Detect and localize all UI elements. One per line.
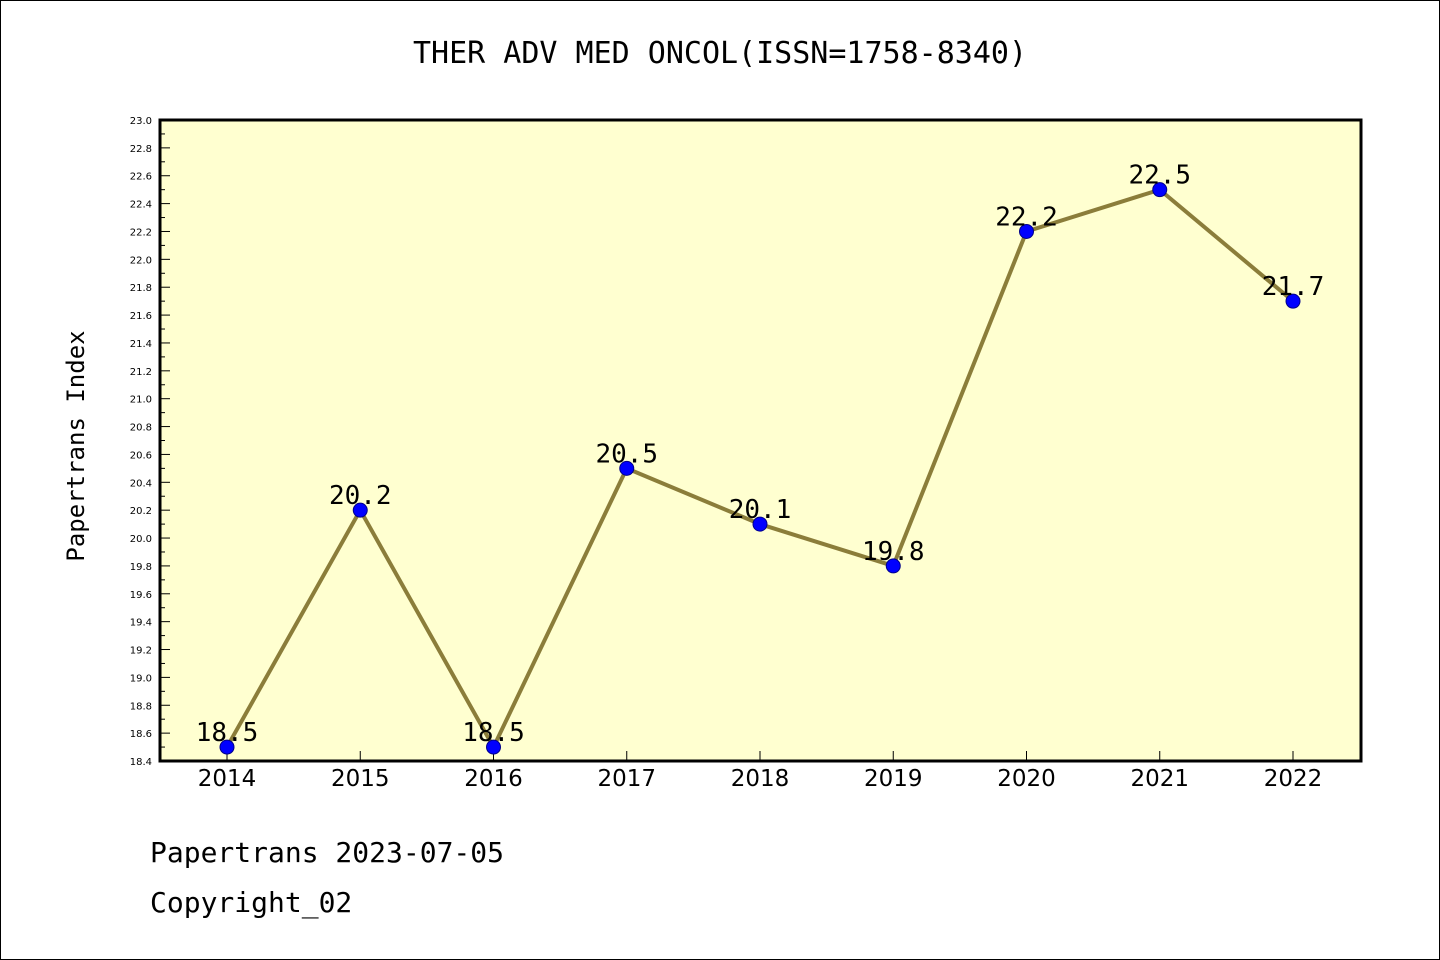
x-tick-label: 2015	[331, 766, 390, 792]
y-tick-label: 20.4	[130, 478, 152, 489]
y-tick-label: 21.0	[130, 395, 152, 406]
y-tick-label: 21.6	[130, 311, 152, 322]
y-tick-label: 18.6	[130, 729, 152, 740]
y-tick-label: 20.0	[130, 534, 152, 545]
data-point	[352, 502, 368, 518]
x-tick-label: 2014	[198, 766, 257, 792]
x-tick-label: 2021	[1130, 766, 1189, 792]
data-label: 20.2	[329, 481, 392, 511]
data-label: 21.7	[1262, 272, 1325, 302]
data-label: 20.5	[595, 439, 658, 469]
y-tick-label: 23.0	[130, 116, 152, 127]
data-point	[1285, 293, 1301, 309]
y-tick-label: 19.4	[130, 618, 152, 629]
y-tick-label: 22.0	[130, 255, 152, 266]
y-tick-label: 22.4	[130, 200, 152, 211]
y-tick-label: 18.4	[130, 757, 152, 768]
x-tick-label: 2018	[731, 766, 790, 792]
y-tick-label: 20.8	[130, 423, 152, 434]
y-tick-label: 22.8	[130, 144, 152, 155]
data-point	[752, 516, 768, 532]
data-label: 18.5	[196, 718, 259, 748]
y-tick-label: 20.6	[130, 450, 152, 461]
data-label: 22.2	[995, 202, 1058, 232]
y-tick-label: 19.2	[130, 646, 152, 657]
y-tick-label: 22.2	[130, 227, 152, 238]
y-tick-label: 21.8	[130, 283, 152, 294]
y-tick-label: 18.8	[130, 701, 152, 712]
x-tick-label: 2020	[997, 766, 1056, 792]
plot-area	[158, 118, 1363, 763]
y-axis-label: Papertrans Index	[62, 330, 90, 561]
data-point	[1152, 182, 1168, 198]
y-tick-label: 21.2	[130, 367, 152, 378]
y-tick-label: 19.8	[130, 562, 152, 573]
x-tick-label: 2019	[864, 766, 923, 792]
data-label: 19.8	[862, 537, 925, 567]
data-label: 22.5	[1128, 161, 1191, 191]
data-point	[219, 739, 235, 755]
x-tick-label: 2017	[597, 766, 656, 792]
data-labels: 18.5 20.2 18.5 20.5 20.1 19.8 22.2 22.5 21.7	[196, 161, 1325, 748]
footer-copyright: Copyright_02	[150, 886, 353, 919]
data-point	[1019, 223, 1034, 239]
y-tick-label: 19.6	[130, 590, 152, 601]
x-tick-label: 2022	[1264, 766, 1323, 792]
chart-title: THER ADV MED ONCOL(ISSN=1758-8340)	[412, 36, 1028, 71]
data-point	[885, 558, 901, 574]
series-group	[219, 182, 1301, 755]
data-point	[486, 739, 501, 755]
x-tick-label: 2016	[464, 766, 523, 792]
x-axis-ticks: 2014 2015 2016 2017 2018 2019 2020 2021 2022	[198, 751, 1323, 792]
y-tick-label: 22.6	[130, 172, 152, 183]
data-label: 18.5	[462, 718, 525, 748]
data-point	[619, 460, 635, 476]
y-tick-label: 19.0	[130, 673, 152, 684]
y-tick-label: 21.4	[130, 339, 152, 350]
y-axis-ticks: 18.4 18.6 18.8 19.0 19.2 19.4 19.6 19.8 20.0 20.2…	[130, 116, 170, 768]
y-tick-label: 20.2	[130, 506, 152, 517]
data-label: 20.1	[729, 495, 792, 525]
footer-date: Papertrans 2023-07-05	[150, 836, 505, 869]
